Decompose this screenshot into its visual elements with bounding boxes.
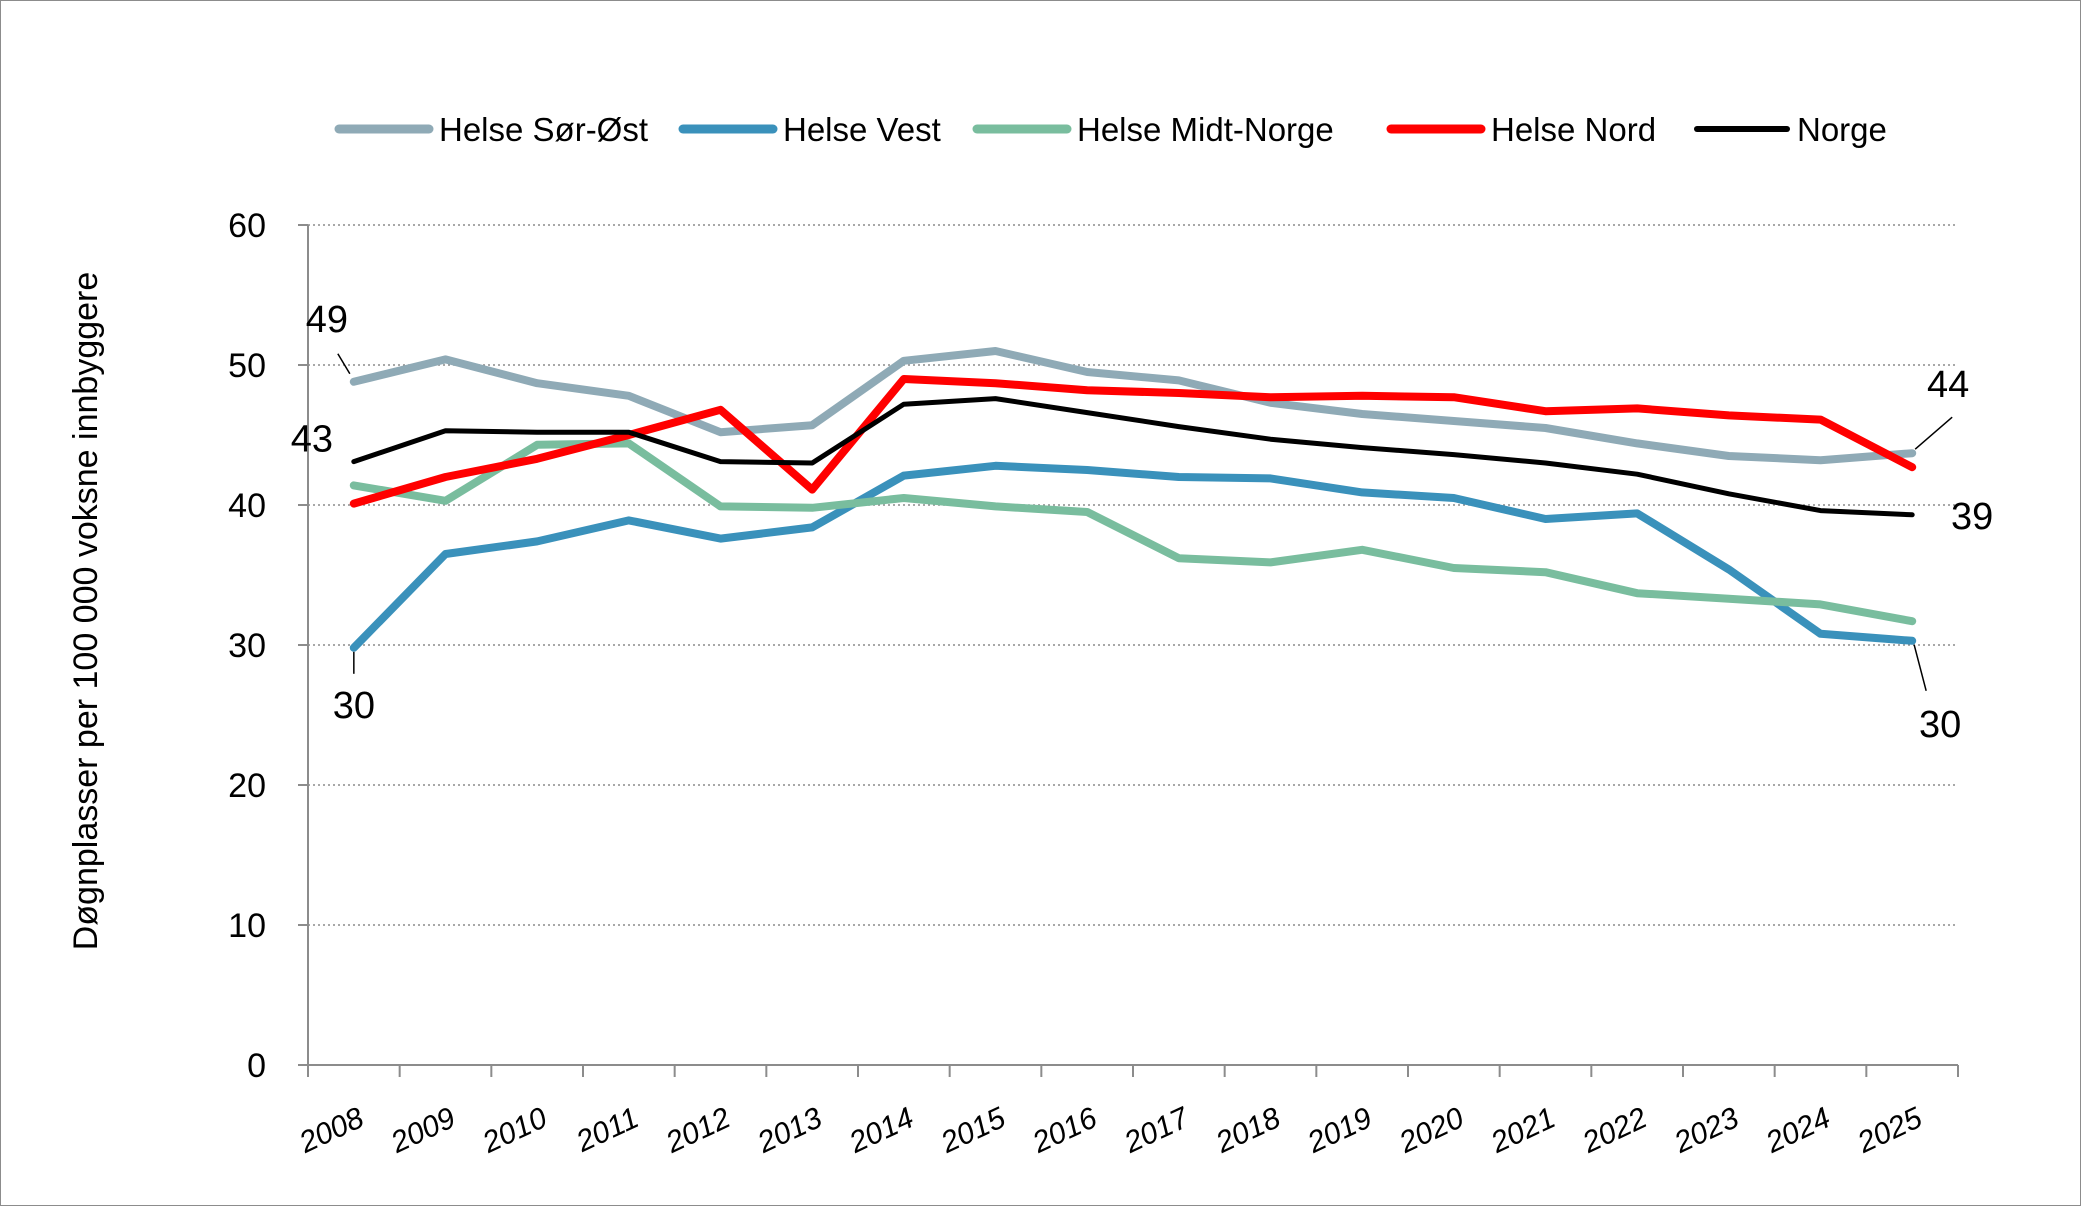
x-tick-label: 2013 <box>752 1101 828 1160</box>
legend-label: Helse Nord <box>1491 111 1656 148</box>
series-line <box>349 347 1917 465</box>
axes: 0 10 20 30 40 50 60 2008 2009 2010 2011 2012 2013 201… <box>228 207 1959 1160</box>
x-tick-label: 2016 <box>1027 1101 1103 1160</box>
x-tick-label: 2018 <box>1210 1101 1286 1160</box>
y-tick-label: 60 <box>228 207 266 245</box>
x-tick-label: 2009 <box>385 1101 461 1160</box>
y-tick-label: 30 <box>228 627 266 665</box>
series-line <box>349 375 1917 508</box>
y-tick-label: 20 <box>228 767 266 805</box>
x-tick-label: 2008 <box>293 1101 369 1160</box>
y-tick-label: 40 <box>228 487 266 525</box>
x-tick-label: 2022 <box>1577 1101 1653 1160</box>
y-tick-label: 10 <box>228 907 266 945</box>
x-tick-label: 2011 <box>570 1101 643 1159</box>
data-label-leader <box>1913 644 1927 691</box>
y-axis-title: Døgnplasser per 100 000 voksne innbygger… <box>67 272 105 951</box>
x-tick-label: 2017 <box>1118 1101 1195 1160</box>
legend-label: Helse Sør-Øst <box>439 111 648 148</box>
x-tick-label: 2024 <box>1760 1101 1835 1160</box>
gridlines <box>308 224 1958 926</box>
x-tick-label: 2019 <box>1302 1101 1378 1160</box>
x-tick-label: 2021 <box>1485 1101 1560 1160</box>
series-line <box>351 396 1915 518</box>
legend-label: Helse Vest <box>783 111 941 148</box>
data-label-leader <box>1914 416 1953 450</box>
x-tick-label: 2014 <box>843 1101 918 1160</box>
data-label: 39 <box>1951 496 1993 538</box>
x-tick-label: 2025 <box>1852 1101 1928 1160</box>
data-label: 30 <box>333 685 375 727</box>
x-tick-label: 2012 <box>660 1101 736 1160</box>
data-label: 43 <box>291 419 333 461</box>
data-label: 44 <box>1927 364 1969 406</box>
legend: Helse Sør-Øst Helse Vest Helse Midt-Norge H… <box>334 111 1887 148</box>
series-line <box>349 439 1917 626</box>
x-tick-label: 2020 <box>1393 1101 1469 1160</box>
series-line <box>349 461 1917 652</box>
y-tick-label: 50 <box>228 347 266 385</box>
series-lines <box>349 347 1917 652</box>
data-labels: 49 43 30 44 39 30 <box>291 299 1994 746</box>
data-label: 49 <box>306 299 348 341</box>
y-tick-label: 0 <box>247 1047 266 1085</box>
x-tick-label: 2023 <box>1668 1101 1744 1160</box>
legend-label: Norge <box>1797 111 1887 148</box>
x-tick-label: 2010 <box>477 1101 553 1160</box>
x-tick-label: 2015 <box>935 1101 1011 1160</box>
data-label-leader <box>337 353 351 375</box>
data-label: 30 <box>1919 704 1961 746</box>
legend-label: Helse Midt-Norge <box>1077 111 1334 148</box>
